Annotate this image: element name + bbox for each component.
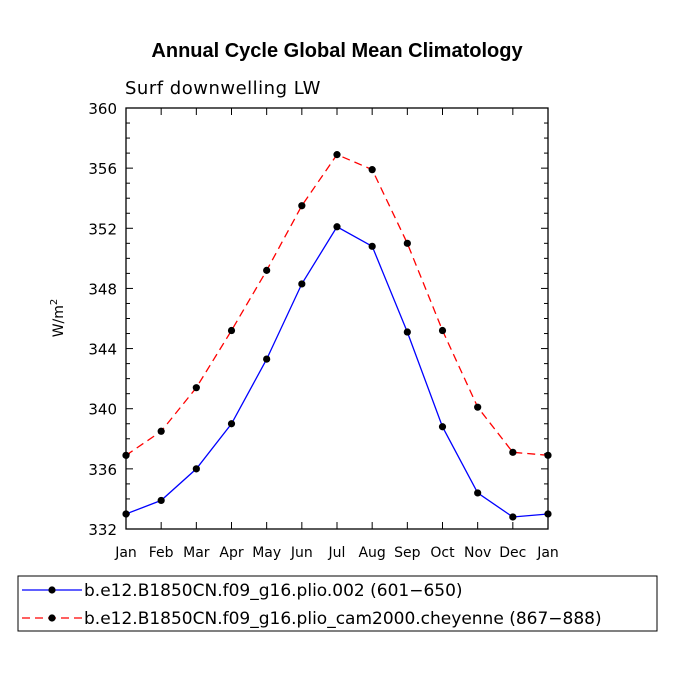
chart-title: Annual Cycle Global Mean Climatology [151, 40, 523, 62]
y-tick-label: 356 [88, 160, 117, 178]
series-2-point [157, 427, 165, 435]
series-1-point [192, 465, 200, 473]
series-1-point [227, 420, 236, 428]
series-2-point [544, 451, 552, 459]
y-tick-label: 336 [88, 461, 117, 479]
legend-box [17, 575, 658, 632]
series-1-point [298, 280, 306, 288]
x-tick-label: Dec [499, 545, 526, 561]
y-tick-labels: 332 336 340 344 348 352 356 360 [88, 100, 117, 539]
series-1-point [368, 242, 376, 250]
series-2-point [368, 166, 376, 174]
y-axis-label: W/m2 [49, 299, 67, 338]
series-group [122, 151, 552, 521]
series-1-point [544, 510, 552, 518]
series-2-point [227, 326, 236, 335]
y-tick-label: 348 [88, 280, 117, 298]
series-2-point [509, 448, 517, 456]
y-tick-label: 340 [88, 401, 117, 419]
series-2-point [192, 384, 200, 392]
x-tick-label: Feb [149, 545, 174, 561]
x-tick-label: Nov [464, 545, 491, 561]
series-1-point [509, 513, 517, 521]
series-1-point [333, 223, 341, 231]
series-2-point [298, 202, 306, 210]
y-tick-label: 332 [88, 521, 117, 539]
x-tick-label: Oct [430, 545, 455, 561]
x-tick-label: Sep [394, 545, 421, 561]
legend-marker-series-1 [48, 586, 56, 594]
series-1-point [403, 328, 411, 336]
series-2-point [403, 239, 411, 247]
x-tick-label: May [252, 545, 281, 561]
plot-frame [125, 107, 549, 530]
series-2-point [333, 151, 341, 159]
chart-subtitle: Surf downwelling LW [125, 78, 321, 99]
series-1-point [474, 489, 482, 497]
series-line-2 [125, 153, 549, 456]
legend-marker-series-2 [48, 614, 56, 622]
series-line-1 [125, 225, 549, 518]
legend-label-series-2: b.e12.B1850CN.f09_g16.plio_cam2000.cheye… [84, 609, 602, 629]
x-tick-label: Mar [183, 545, 210, 561]
series-2-point [474, 403, 482, 411]
y-axis-label-base: W/m [51, 305, 67, 337]
y-tick-label: 344 [88, 341, 117, 359]
y-axis-label-sup: 2 [49, 299, 60, 305]
legend-label-series-1: b.e12.B1850CN.f09_g16.plio.002 (601−650) [84, 581, 463, 601]
series-2-point [263, 266, 271, 274]
series-2-point [438, 326, 447, 335]
series-2-point [122, 451, 130, 459]
series-1-point [122, 510, 130, 518]
x-tick-label: Jan [536, 545, 559, 561]
y-tick-label: 360 [88, 100, 117, 118]
x-tick-label: Jul [328, 545, 346, 561]
series-1-point [438, 423, 447, 431]
x-tick-label: Apr [219, 545, 243, 561]
axis-ticks [125, 107, 549, 530]
x-tick-label: Jun [290, 545, 313, 561]
series-1-point [263, 355, 271, 363]
legend: b.e12.B1850CN.f09_g16.plio.002 (601−650)… [17, 575, 658, 632]
x-tick-label: Jan [114, 545, 137, 561]
x-tick-labels: Jan Feb Mar Apr May Jun Jul Aug Sep Oct Nov Dec Jan [114, 545, 559, 561]
series-1-point [157, 496, 165, 505]
y-tick-label: 352 [88, 220, 117, 238]
x-tick-label: Aug [358, 545, 385, 561]
